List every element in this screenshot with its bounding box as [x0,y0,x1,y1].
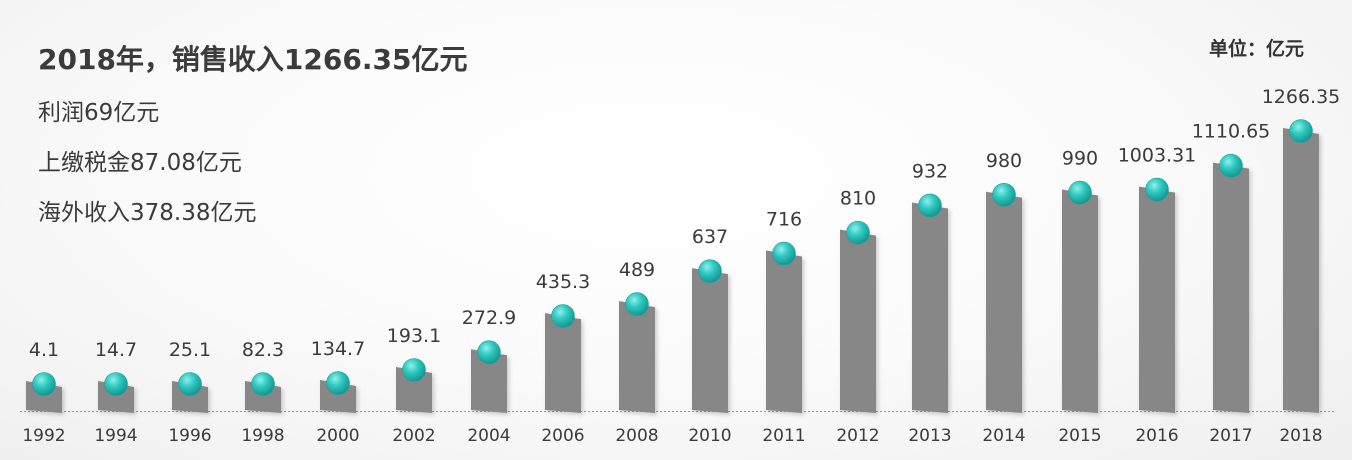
bar [1283,128,1319,413]
value-label: 193.1 [387,325,441,347]
value-label: 489 [619,259,655,281]
data-marker [551,304,575,328]
data-marker [1145,177,1169,202]
value-label: 134.7 [311,338,365,360]
data-marker [1289,119,1313,143]
value-label: 990 [1062,148,1098,170]
x-tick-label: 2006 [541,426,584,446]
bar [545,313,581,413]
value-label: 82.3 [242,339,284,361]
data-marker [698,259,722,283]
x-tick-label: 2002 [392,426,435,446]
bar [986,191,1022,413]
bar [1213,162,1249,413]
data-marker [846,220,870,245]
x-tick-label: 2013 [908,426,951,446]
x-tick-label: 1994 [94,426,137,446]
x-tick-label: 2012 [836,426,879,446]
value-label: 980 [986,150,1022,172]
value-label: 932 [912,160,948,182]
value-label: 25.1 [169,339,211,361]
data-marker [32,372,56,396]
bar [1062,189,1098,413]
x-tick-label: 1998 [241,426,284,446]
x-tick-label: 1996 [168,426,211,446]
value-label: 1266.35 [1262,86,1341,108]
tax-text: 上缴税金87.08亿元 [38,150,242,176]
value-label: 435.3 [536,271,590,293]
bar [692,268,728,413]
value-label: 716 [766,209,802,231]
bar [912,202,948,413]
data-marker [104,372,128,396]
value-label: 272.9 [462,307,516,329]
x-tick-label: 1992 [22,426,65,446]
bar [619,301,655,413]
x-tick-label: 2016 [1135,426,1178,446]
x-tick-label: 2000 [316,426,359,446]
value-label: 14.7 [95,339,137,361]
x-tick-label: 2017 [1209,426,1252,446]
x-tick-label: 2010 [688,426,731,446]
x-tick-label: 2014 [982,426,1025,446]
x-tick-label: 2008 [615,426,658,446]
value-label: 810 [840,188,876,210]
data-marker [1068,180,1092,205]
bar [396,366,432,413]
overseas-revenue-text: 海外收入378.38亿元 [38,200,257,226]
bar [1139,186,1175,413]
data-marker [625,292,649,316]
x-tick-label: 2011 [762,426,805,446]
data-marker [772,241,796,266]
value-label: 4.1 [29,339,59,361]
profit-text: 利润69亿元 [38,100,160,126]
data-marker [1219,153,1243,178]
bar [840,229,876,413]
x-tick-label: 2004 [467,426,510,446]
bar [471,349,507,413]
data-marker [477,340,501,365]
data-marker [178,372,202,396]
data-marker [326,371,350,395]
unit-label: 单位：亿元 [1209,38,1305,60]
data-marker [251,372,275,396]
x-tick-label: 2018 [1279,426,1322,446]
data-marker [918,193,942,218]
value-label: 1110.65 [1192,121,1271,143]
data-marker [402,358,426,382]
chart-headline: 2018年，销售收入1266.35亿元 [38,43,468,76]
x-tick-label: 2015 [1058,426,1101,446]
bar [766,250,802,413]
value-label: 1003.31 [1118,145,1197,167]
value-label: 637 [692,226,728,248]
data-marker [992,182,1016,207]
